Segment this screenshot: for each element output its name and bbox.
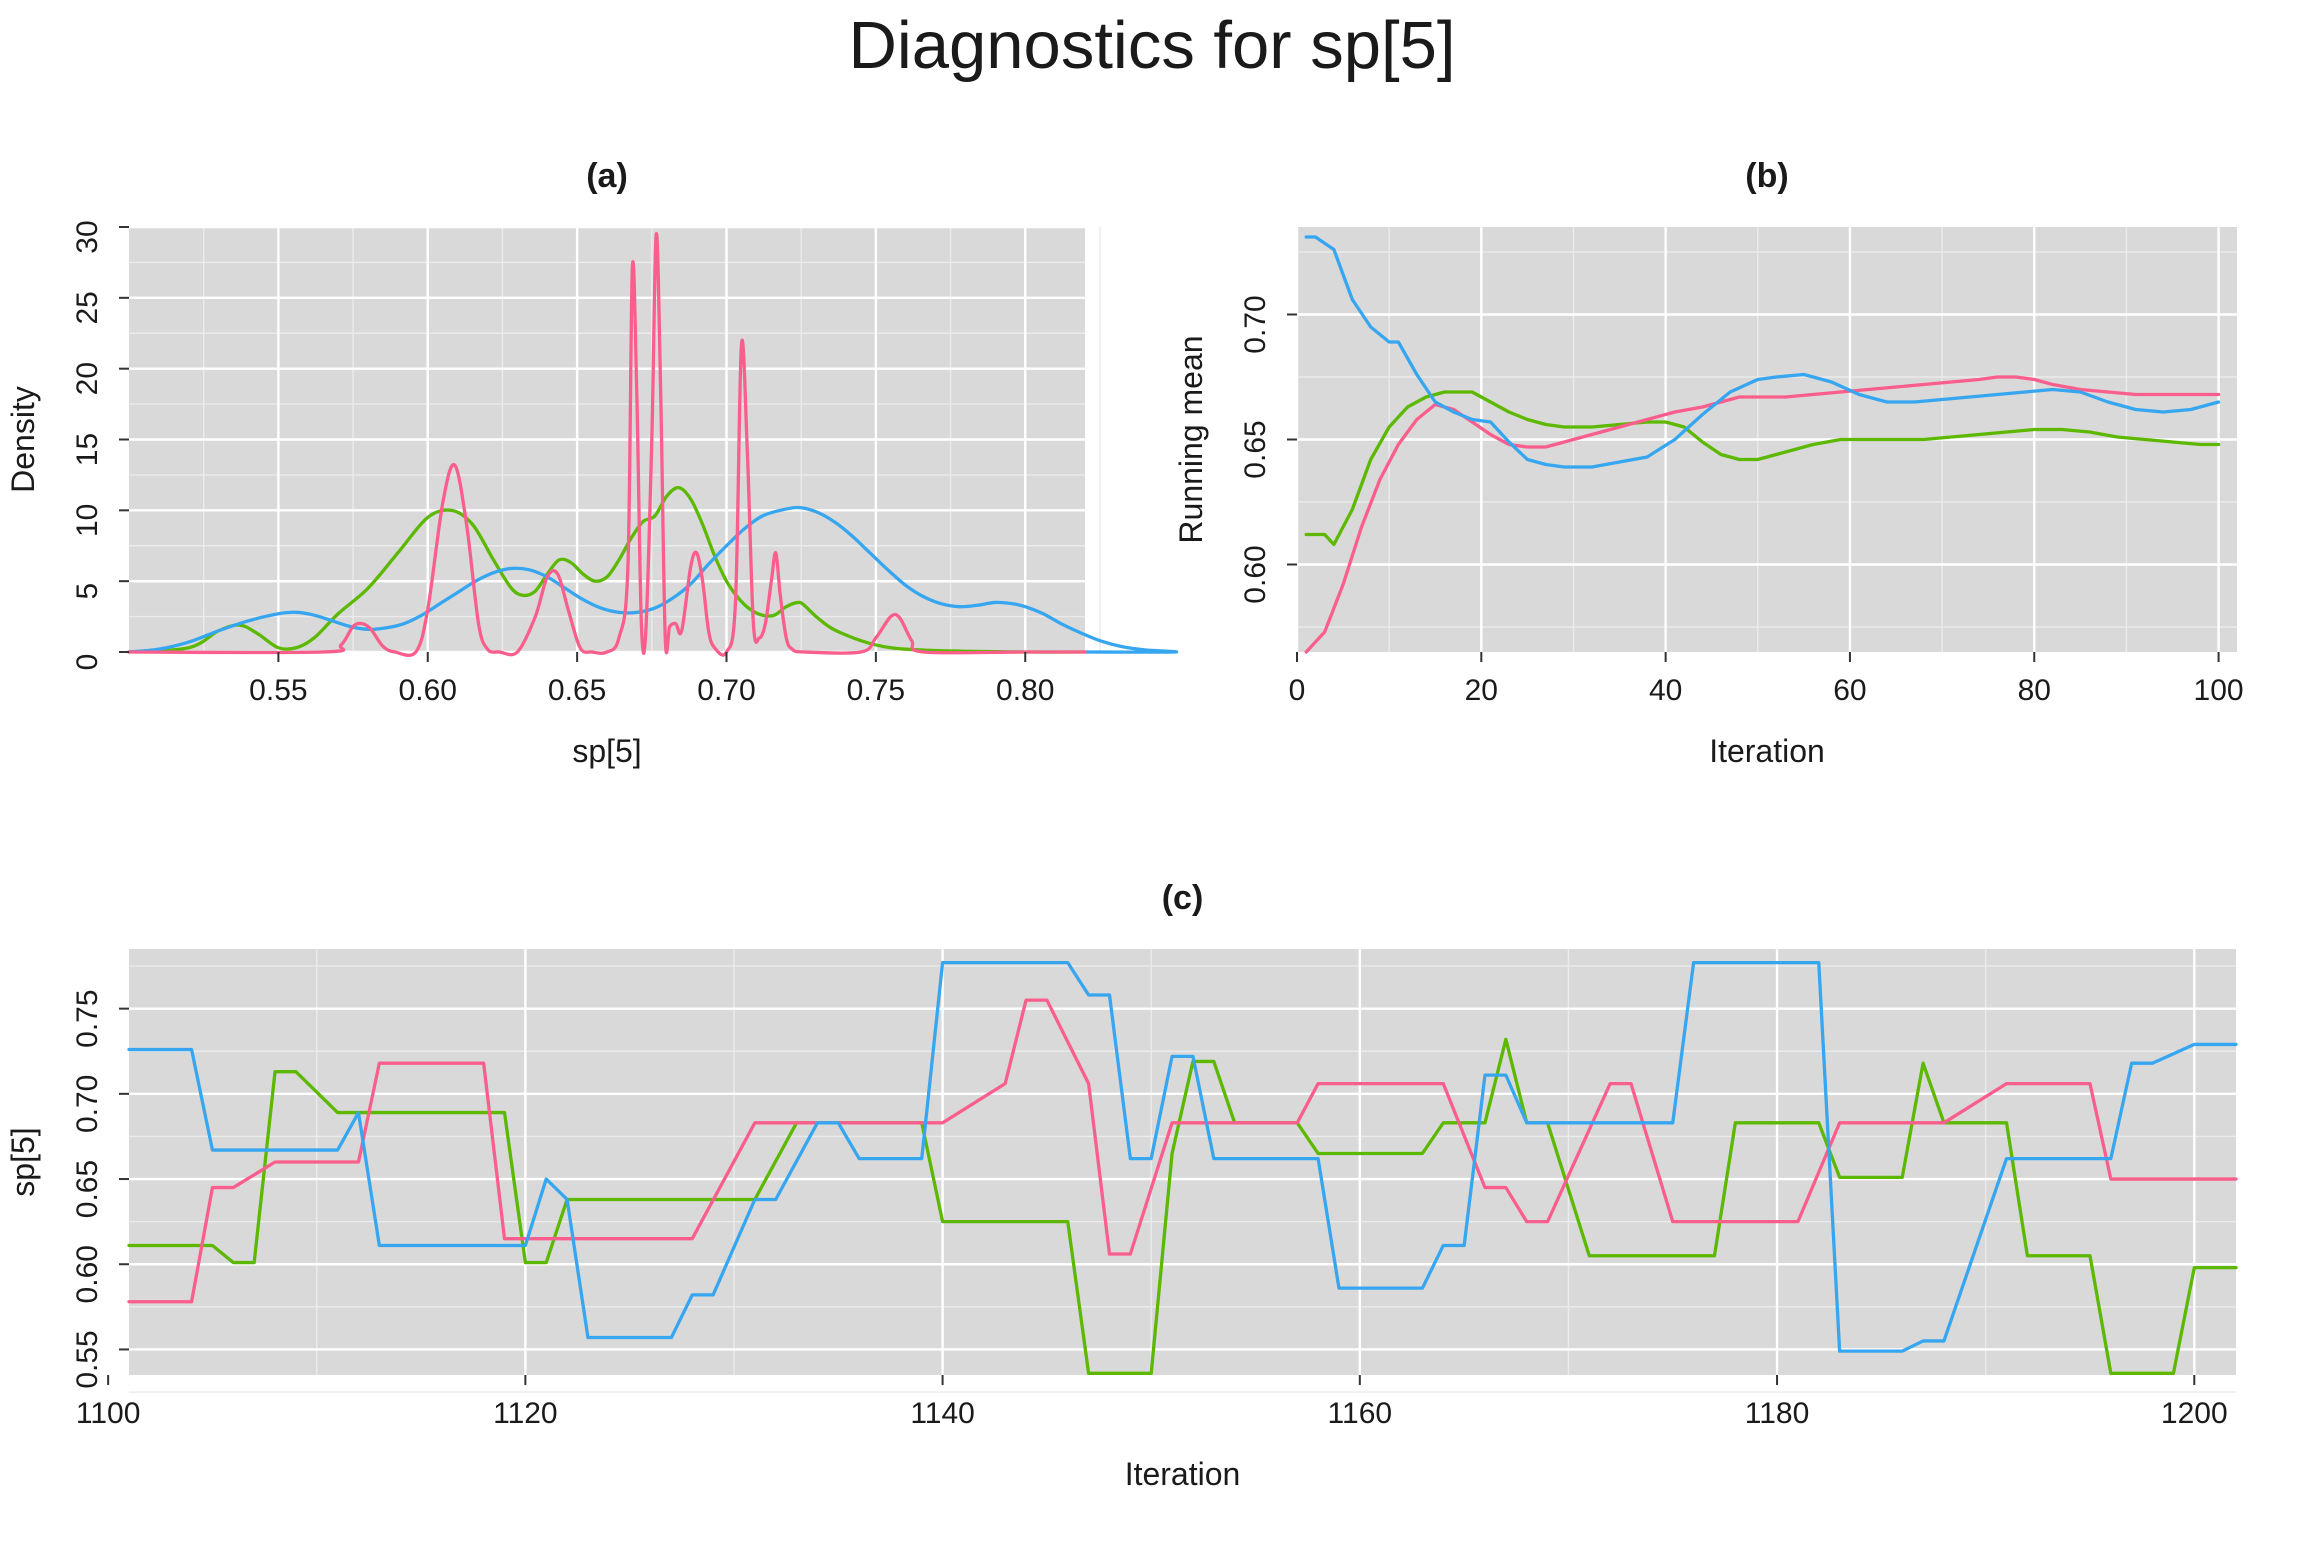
svg-text:1140: 1140 [910,1397,975,1430]
svg-text:Iteration: Iteration [1709,733,1825,769]
svg-text:(c): (c) [1162,879,1204,917]
svg-text:0.70: 0.70 [71,1075,104,1133]
svg-text:1160: 1160 [1328,1397,1393,1430]
svg-text:1120: 1120 [493,1397,558,1430]
svg-text:(b): (b) [1745,157,1788,195]
svg-text:0.80: 0.80 [996,674,1054,707]
svg-text:100: 100 [2194,674,2244,707]
svg-text:0.70: 0.70 [1239,295,1272,353]
svg-text:0.55: 0.55 [249,674,307,707]
svg-text:0.65: 0.65 [1239,420,1272,478]
svg-text:20: 20 [71,362,104,395]
svg-text:Diagnostics for sp[5]: Diagnostics for sp[5] [849,8,1456,83]
svg-text:sp[5]: sp[5] [572,733,641,769]
svg-text:0.75: 0.75 [847,674,905,707]
svg-text:sp[5]: sp[5] [5,1127,41,1196]
svg-text:10: 10 [71,504,104,537]
svg-text:0.65: 0.65 [71,1160,104,1218]
svg-text:40: 40 [1649,674,1682,707]
svg-text:Density: Density [5,386,41,493]
svg-text:5: 5 [71,583,104,600]
svg-text:0.60: 0.60 [399,674,457,707]
svg-text:0.75: 0.75 [71,989,104,1047]
svg-text:0.65: 0.65 [548,674,606,707]
svg-text:25: 25 [71,291,104,324]
svg-text:0.70: 0.70 [697,674,755,707]
svg-text:80: 80 [2018,674,2051,707]
svg-text:0.60: 0.60 [71,1245,104,1303]
svg-text:1200: 1200 [2161,1397,2228,1430]
svg-text:Running mean: Running mean [1173,335,1209,543]
svg-text:1180: 1180 [1745,1397,1810,1430]
svg-text:0.55: 0.55 [71,1330,104,1388]
svg-text:Iteration: Iteration [1125,1456,1241,1492]
svg-text:0.60: 0.60 [1239,545,1272,603]
svg-text:15: 15 [71,433,104,466]
svg-text:0: 0 [71,654,104,671]
svg-text:(a): (a) [586,157,628,195]
svg-text:0: 0 [1289,674,1306,707]
svg-text:30: 30 [71,220,104,253]
svg-text:1100: 1100 [76,1397,141,1430]
svg-text:60: 60 [1833,674,1866,707]
svg-text:20: 20 [1465,674,1498,707]
